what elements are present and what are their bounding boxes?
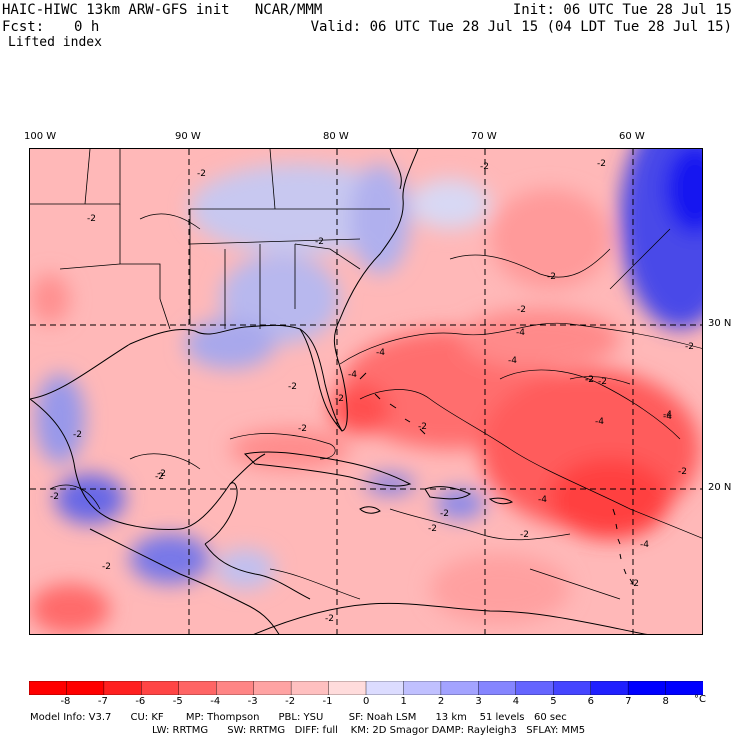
contour-label: -4 xyxy=(595,417,604,427)
contour-label: -4 xyxy=(348,370,357,380)
forecast-label: Fcst: xyxy=(2,19,45,35)
contour-label: -2 xyxy=(102,562,111,572)
colorbar-swatch xyxy=(515,680,554,696)
colorbar-swatch xyxy=(66,680,105,696)
colorbar-tick-label: -4 xyxy=(210,696,221,707)
colorbar-tick-label: -6 xyxy=(135,696,146,707)
colorbar-swatch xyxy=(253,680,292,696)
contour-label: -4 xyxy=(376,348,385,358)
model-title: HAIC-HIWC 13km ARW-GFS init NCAR/MMM xyxy=(2,2,323,18)
colorbar-swatch xyxy=(290,680,330,696)
contour-label: -2 xyxy=(598,377,607,387)
colorbar-tick-label: 3 xyxy=(475,696,482,707)
colorbar-swatch xyxy=(403,680,442,696)
colorbar-swatch xyxy=(440,680,480,696)
contour-label: -2 xyxy=(547,272,556,282)
contour-label: -2 xyxy=(335,394,344,404)
lon-label-90w: 90 W xyxy=(175,131,201,142)
coastlines xyxy=(30,149,647,634)
contour-label: -2 xyxy=(325,614,334,624)
colorbar-swatch xyxy=(216,680,255,696)
colorbar-swatch xyxy=(103,680,143,696)
colorbar-tick-label: 6 xyxy=(587,696,595,707)
colorbar xyxy=(28,680,704,696)
contour-label: -2 xyxy=(597,159,606,169)
colorbar-swatch xyxy=(141,680,180,696)
model-info-line2: LW: RRTMG SW: RRTMG DIFF: full KM: 2D Sm… xyxy=(152,725,586,736)
contour-label: -2 xyxy=(630,579,639,589)
contour-label: -2 xyxy=(480,162,489,172)
map-canvas: -2 -2 -2 -2 -2 -2 -2 -2 -2 -4 -4 -4 -2 -… xyxy=(30,149,702,634)
colorbar-swatch xyxy=(627,680,667,696)
lon-label-80w: 80 W xyxy=(323,131,349,142)
colorbar-swatch xyxy=(328,680,367,696)
colorbar-tick-label: -3 xyxy=(247,696,258,707)
contour-label: -2 xyxy=(585,375,594,385)
contour-label: -2 xyxy=(517,305,526,315)
contour-label: -4 xyxy=(538,495,547,505)
contour-label: -4 xyxy=(663,410,672,420)
contour-label: -4 xyxy=(640,540,649,550)
contour-label: -2 xyxy=(50,492,59,502)
contour-label: -2 xyxy=(197,169,206,179)
graticule xyxy=(30,149,702,634)
colorbar-swatch xyxy=(28,680,68,696)
contour-label: -2 xyxy=(428,524,437,534)
lon-label-70w: 70 W xyxy=(471,131,497,142)
init-time: Init: 06 UTC Tue 28 Jul 15 xyxy=(512,2,732,18)
contours xyxy=(49,213,702,600)
valid-time: Valid: 06 UTC Tue 28 Jul 15 (04 LDT Tue … xyxy=(310,19,732,35)
contour-label: -2 xyxy=(520,530,529,540)
colorbar-tick-label: 7 xyxy=(625,696,632,707)
contour-label: -2 xyxy=(315,237,324,247)
forecast-hour: 0 h xyxy=(74,19,100,35)
contour-label: -2 xyxy=(585,375,594,385)
colorbar-tick-label: -2 xyxy=(285,696,296,707)
colorbar-swatch xyxy=(553,680,592,696)
contour-label: -2 xyxy=(87,214,96,224)
colorbar-swatch xyxy=(178,680,217,696)
contour-label: -4 xyxy=(663,412,672,422)
model-info-line1: Model Info: V3.7 CU: KF MP: Thompson PBL… xyxy=(30,712,567,723)
lon-label-100w: 100 W xyxy=(24,131,57,142)
contour-label: -2 xyxy=(73,430,82,440)
field-name: Lifted index xyxy=(8,35,102,50)
contour-label: -4 xyxy=(508,356,517,366)
contour-label: -4 xyxy=(516,328,525,338)
contour-label: -2 xyxy=(288,382,297,392)
contour-label: -2 xyxy=(418,422,427,432)
colorbar-tick-label: -5 xyxy=(172,696,183,707)
colorbar-tick-label: -7 xyxy=(97,696,108,707)
state-borders xyxy=(30,149,390,330)
colorbar-tick-label: -1 xyxy=(322,696,333,707)
colorbar-tick-label: 0 xyxy=(363,696,370,707)
lat-label-20n: 20 N xyxy=(708,482,732,493)
contour-label: -2 xyxy=(298,424,307,434)
colorbar-tick-label: 8 xyxy=(662,696,669,707)
contour-label: -2 xyxy=(155,472,164,482)
contour-label: -2 xyxy=(440,509,449,519)
contour-labels: -2 -2 -2 -2 -2 -2 -2 -2 -2 -4 -4 -4 -2 -… xyxy=(50,159,694,624)
colorbar-swatch xyxy=(665,680,704,696)
contour-label: -2 xyxy=(685,342,694,352)
colorbar-tick-label: 5 xyxy=(550,696,557,707)
colorbar-swatches xyxy=(28,680,704,696)
colorbar-swatch xyxy=(590,680,629,696)
colorbar-swatch xyxy=(365,680,405,696)
colorbar-tick-label: 4 xyxy=(512,696,520,707)
contour-label: -2 xyxy=(157,469,166,479)
colorbar-tick-label: 1 xyxy=(400,696,407,707)
lifted-index-map: -2 -2 -2 -2 -2 -2 -2 -2 -2 -4 -4 -4 -2 -… xyxy=(29,148,703,635)
colorbar-tick-label: -8 xyxy=(60,696,71,707)
colorbar-swatch xyxy=(478,680,517,696)
lat-label-30n: 30 N xyxy=(708,318,732,329)
colorbar-unit: °C xyxy=(694,694,706,705)
colorbar-tick-label: 2 xyxy=(437,696,445,707)
contour-label: -2 xyxy=(678,467,687,477)
lon-label-60w: 60 W xyxy=(619,131,645,142)
